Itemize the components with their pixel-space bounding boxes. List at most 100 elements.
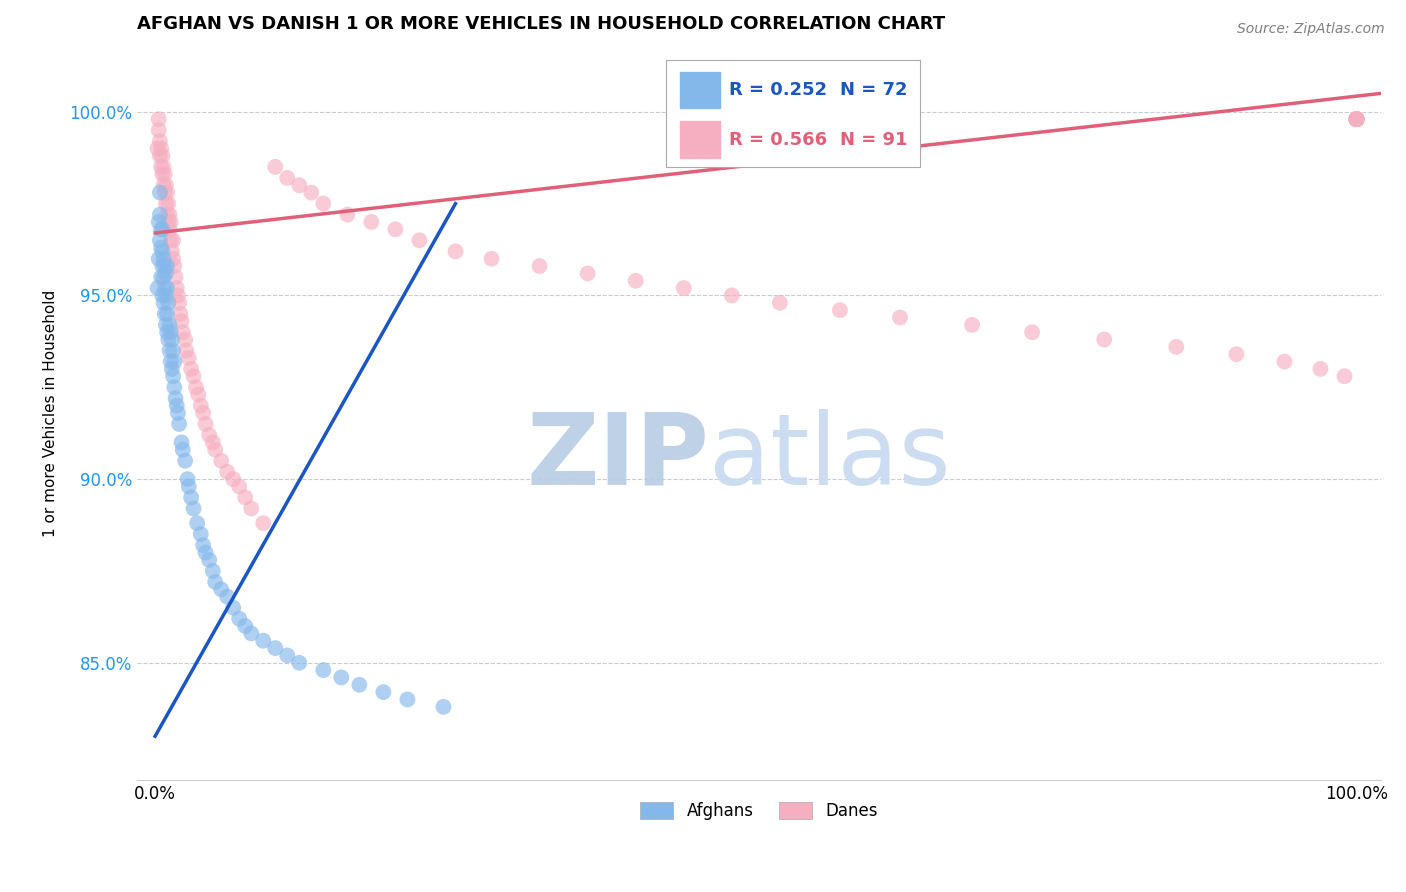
Point — [228, 479, 250, 493]
Point — [162, 343, 184, 358]
Point — [176, 472, 198, 486]
Point — [167, 295, 190, 310]
Point — [176, 343, 198, 358]
Point — [160, 362, 183, 376]
Point — [163, 354, 186, 368]
Point — [146, 141, 169, 155]
Point — [155, 267, 177, 281]
Point — [193, 406, 215, 420]
Point — [174, 333, 197, 347]
Point — [769, 295, 792, 310]
Point — [204, 442, 226, 457]
Point — [312, 196, 335, 211]
Point — [159, 318, 181, 332]
Point — [252, 516, 274, 531]
Point — [373, 685, 395, 699]
Point — [156, 325, 179, 339]
Point — [444, 244, 467, 259]
Point — [1092, 333, 1115, 347]
Point — [150, 241, 173, 255]
Point — [165, 270, 187, 285]
Point — [1346, 112, 1368, 127]
Point — [1166, 340, 1188, 354]
Point — [156, 186, 179, 200]
Point — [1274, 354, 1296, 368]
Point — [157, 196, 180, 211]
Point — [193, 538, 215, 552]
Point — [172, 325, 194, 339]
Point — [217, 590, 239, 604]
Point — [240, 626, 263, 640]
Point — [276, 170, 298, 185]
Point — [1346, 112, 1368, 127]
Point — [150, 160, 173, 174]
Point — [384, 222, 406, 236]
Point — [624, 274, 647, 288]
Point — [672, 281, 695, 295]
Point — [162, 369, 184, 384]
Point — [150, 259, 173, 273]
Point — [149, 233, 172, 247]
Point — [240, 501, 263, 516]
Point — [349, 678, 371, 692]
Point — [148, 215, 170, 229]
Point — [204, 574, 226, 589]
Point — [149, 186, 172, 200]
Point — [190, 527, 212, 541]
Text: R = 0.566: R = 0.566 — [728, 131, 827, 149]
Point — [170, 435, 193, 450]
Point — [159, 325, 181, 339]
Point — [170, 314, 193, 328]
Point — [156, 259, 179, 273]
Point — [1309, 362, 1331, 376]
Point — [288, 656, 311, 670]
Point — [159, 222, 181, 236]
Point — [157, 295, 180, 310]
Point — [149, 134, 172, 148]
Point — [153, 186, 176, 200]
Point — [960, 318, 983, 332]
Point — [576, 267, 599, 281]
Point — [160, 244, 183, 259]
Point — [276, 648, 298, 663]
Point — [201, 564, 224, 578]
Point — [156, 281, 179, 295]
Point — [194, 545, 217, 559]
Point — [198, 428, 221, 442]
Point — [432, 699, 454, 714]
Point — [152, 160, 174, 174]
Point — [1021, 325, 1043, 339]
Point — [162, 233, 184, 247]
Point — [150, 270, 173, 285]
Point — [172, 442, 194, 457]
Point — [233, 491, 256, 505]
Point — [264, 160, 287, 174]
Point — [156, 208, 179, 222]
Point — [217, 465, 239, 479]
Point — [155, 196, 177, 211]
Point — [153, 281, 176, 295]
Point — [233, 619, 256, 633]
Point — [180, 362, 202, 376]
Point — [336, 208, 359, 222]
Point — [408, 233, 430, 247]
Point — [163, 259, 186, 273]
Text: N = 91: N = 91 — [839, 131, 907, 149]
Point — [186, 516, 208, 531]
Point — [152, 178, 174, 193]
Point — [159, 233, 181, 247]
Point — [264, 641, 287, 656]
Point — [1346, 112, 1368, 127]
Point — [529, 259, 551, 273]
Point — [150, 222, 173, 236]
Point — [1225, 347, 1247, 361]
FancyBboxPatch shape — [665, 61, 921, 167]
Point — [150, 167, 173, 181]
Point — [167, 417, 190, 431]
Point — [156, 307, 179, 321]
Point — [1333, 369, 1355, 384]
Point — [159, 343, 181, 358]
Point — [148, 112, 170, 127]
Point — [169, 307, 191, 321]
Point — [288, 178, 311, 193]
